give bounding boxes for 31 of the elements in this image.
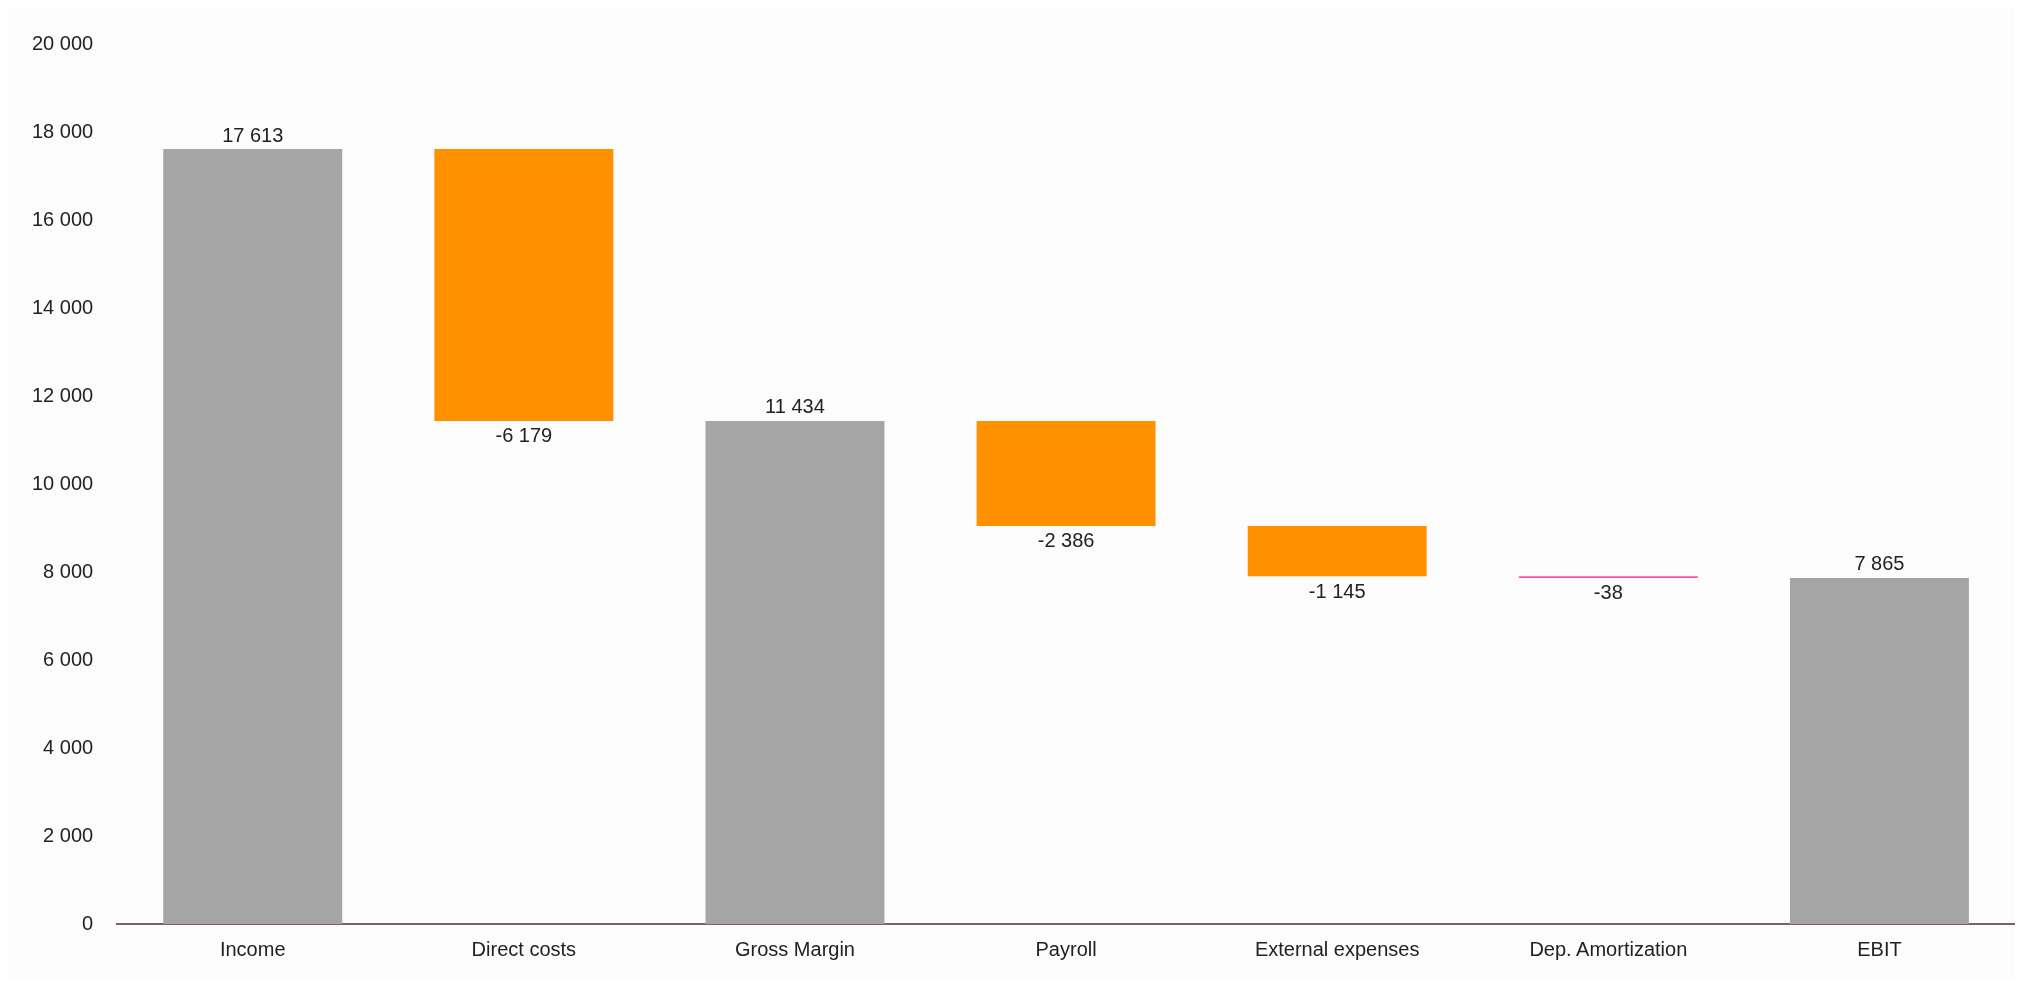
y-tick-label: 18 000 [32, 119, 94, 142]
x-tick-label: EBIT [1857, 937, 1902, 960]
data-label: -2 386 [1037, 529, 1095, 552]
y-tick-label: 4 000 [43, 735, 94, 758]
bar [976, 420, 1156, 526]
x-tick-label: Gross Margin [734, 937, 855, 960]
data-label: 17 613 [222, 123, 284, 146]
data-label: -6 179 [495, 424, 553, 447]
bar [163, 149, 343, 924]
bar [705, 420, 885, 924]
bar [1247, 525, 1427, 577]
y-tick-label: 12 000 [32, 383, 94, 406]
x-tick-label: Direct costs [471, 937, 577, 960]
x-tick-label: Dep. Amortization [1529, 937, 1688, 960]
bar [434, 149, 614, 421]
data-label: 7 865 [1854, 552, 1905, 575]
bar [1789, 577, 1969, 924]
data-label: 11 434 [765, 395, 825, 418]
y-tick-label: 6 000 [43, 647, 94, 670]
y-tick-label: 0 [82, 911, 94, 934]
y-tick-label: 14 000 [32, 295, 94, 318]
data-label: -1 145 [1308, 579, 1366, 602]
x-tick-label: Income [219, 937, 286, 960]
y-tick-label: 2 000 [43, 823, 94, 846]
y-tick-label: 20 000 [32, 31, 94, 54]
y-tick-label: 10 000 [32, 471, 94, 494]
data-label: -38 [1593, 581, 1623, 604]
x-tick-label: Payroll [1035, 937, 1097, 960]
y-tick-label: 8 000 [43, 559, 94, 582]
x-tick-label: External expenses [1254, 937, 1420, 960]
y-tick-label: 16 000 [32, 207, 94, 230]
